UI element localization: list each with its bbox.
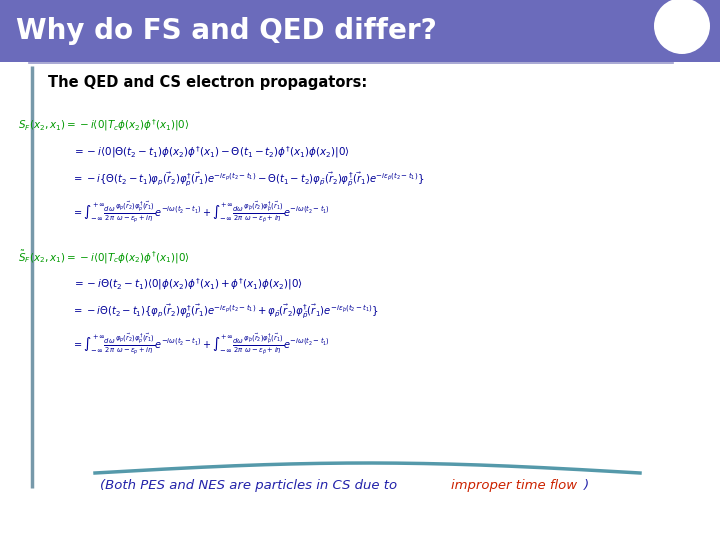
Text: The QED and CS electron propagators:: The QED and CS electron propagators:: [48, 75, 367, 90]
Text: $\tilde{S}_F(x_2, x_1) = -i\langle 0|T_c\phi(x_2)\phi^{\dagger}(x_1)|0\rangle$: $\tilde{S}_F(x_2, x_1) = -i\langle 0|T_c…: [18, 248, 190, 266]
Text: $= -i\Theta(t_2-t_1)\{\varphi_p(\vec{r}_2)\varphi_p^{\dagger}(\vec{r}_1)e^{-i\ep: $= -i\Theta(t_2-t_1)\{\varphi_p(\vec{r}_…: [72, 303, 379, 321]
Text: $= \int_{-\infty}^{+\infty}\frac{d\omega}{2\pi}\frac{\varphi_p(\vec{r}_2)\varphi: $= \int_{-\infty}^{+\infty}\frac{d\omega…: [72, 331, 330, 357]
Text: $= -i\langle 0|\Theta(t_2-t_1)\phi(x_2)\phi^{\dagger}(x_1) - \Theta(t_1-t_2)\phi: $= -i\langle 0|\Theta(t_2-t_1)\phi(x_2)\…: [72, 144, 350, 160]
Text: $= \int_{-\infty}^{+\infty}\frac{d\omega}{2\pi}\frac{\varphi_p(\vec{r}_2)\varphi: $= \int_{-\infty}^{+\infty}\frac{d\omega…: [72, 199, 330, 225]
Text: ): ): [584, 480, 589, 492]
Text: improper time flow: improper time flow: [451, 480, 577, 492]
Text: $S_F(x_2, x_1) = -i\langle 0|T_c\phi(x_2)\phi^{\dagger}(x_1)|0\rangle$: $S_F(x_2, x_1) = -i\langle 0|T_c\phi(x_2…: [18, 117, 189, 133]
Text: $= -i\{\Theta(t_2-t_1)\varphi_p(\vec{r}_2)\varphi_p^{\dagger}(\vec{r}_1)e^{-i\ep: $= -i\{\Theta(t_2-t_1)\varphi_p(\vec{r}_…: [72, 171, 424, 189]
Text: (Both PES and NES are particles in CS due to: (Both PES and NES are particles in CS du…: [100, 480, 401, 492]
Text: $= -i\Theta(t_2-t_1)\langle 0|\phi(x_2)\phi^{\dagger}(x_1) + \phi^{\dagger}(x_1): $= -i\Theta(t_2-t_1)\langle 0|\phi(x_2)\…: [72, 276, 303, 292]
Bar: [0, 0, 720, 62]
Text: Why do FS and QED differ?: Why do FS and QED differ?: [16, 17, 437, 45]
Circle shape: [654, 0, 710, 54]
